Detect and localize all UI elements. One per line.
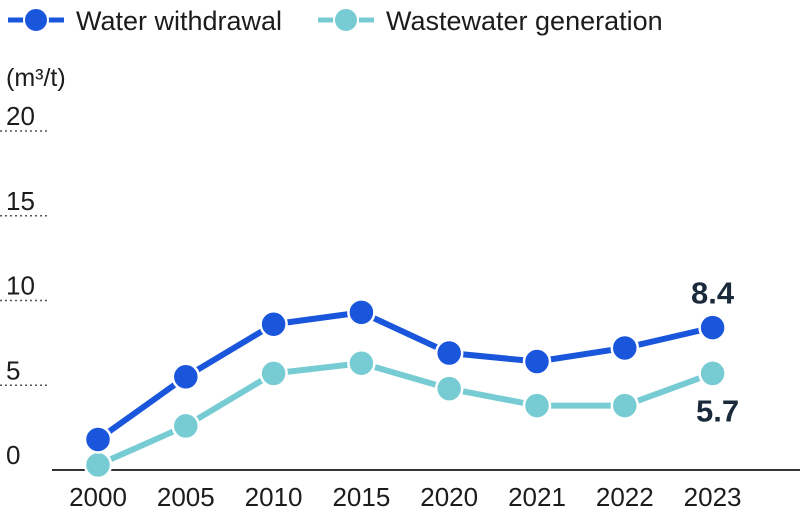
point-wastewater-generation-2010 [259, 359, 288, 388]
x-tick-label-2020: 2020 [420, 482, 478, 512]
point-water-withdrawal-2021 [522, 347, 552, 376]
y-axis-unit: (m³/t) [6, 64, 66, 92]
end-label-water-withdrawal: 8.4 [691, 276, 735, 311]
end-label-wastewater-generation: 5.7 [696, 393, 739, 428]
series-line-water-withdrawal [96, 309, 714, 442]
x-tick-label-2022: 2022 [596, 482, 654, 512]
x-tick-label-2005: 2005 [157, 482, 215, 512]
point-wastewater-generation-2015 [347, 348, 376, 378]
x-tick-label-2023: 2023 [684, 482, 742, 512]
y-tick-label-0: 0 [6, 440, 20, 470]
x-tick-label-2015: 2015 [332, 482, 390, 512]
x-tick-labels: 2000 2005 2010 2015 2020 2021 2022 2023 [69, 482, 741, 512]
series-wastewater-generation [83, 348, 727, 480]
legend-item-water-withdrawal: Water withdrawal [8, 6, 282, 36]
gridlines [0, 130, 50, 386]
legend-item-wastewater-generation: Wastewater generation [318, 6, 663, 36]
end-labels: 8.4 5.7 [691, 276, 739, 429]
point-wastewater-generation-2020 [434, 374, 464, 403]
point-water-withdrawal-2023 [698, 313, 727, 342]
x-tick-label-2010: 2010 [245, 482, 303, 512]
series-layer [83, 298, 727, 480]
point-water-withdrawal-2020 [434, 338, 464, 368]
point-water-withdrawal-2010 [259, 309, 288, 339]
point-wastewater-generation-2021 [522, 391, 552, 420]
point-wastewater-generation-2005 [171, 411, 201, 441]
point-water-withdrawal-2015 [347, 298, 376, 327]
point-water-withdrawal-2005 [171, 362, 201, 392]
y-tick-label-10: 10 [6, 271, 35, 301]
x-tick-label-2021: 2021 [508, 482, 566, 512]
point-water-withdrawal-2022 [610, 333, 640, 363]
y-tick-labels: 0 5 10 15 20 [6, 101, 35, 470]
legend-marker-water-withdrawal [23, 7, 49, 33]
point-wastewater-generation-2023 [698, 359, 727, 388]
point-water-withdrawal-2000 [83, 425, 113, 454]
series-water-withdrawal [83, 298, 727, 454]
y-tick-label-5: 5 [6, 355, 20, 385]
legend-label-water-withdrawal: Water withdrawal [76, 6, 282, 36]
y-tick-label-15: 15 [6, 186, 35, 216]
y-tick-label-20: 20 [6, 101, 35, 131]
legend-label-wastewater-generation: Wastewater generation [386, 6, 663, 36]
legend: Water withdrawal Wastewater generation [8, 6, 663, 36]
legend-marker-wastewater-generation [333, 7, 359, 33]
point-wastewater-generation-2022 [610, 391, 640, 420]
series-line-wastewater-generation [96, 360, 714, 468]
x-tick-label-2000: 2000 [69, 482, 127, 512]
point-wastewater-generation-2000 [83, 450, 113, 480]
